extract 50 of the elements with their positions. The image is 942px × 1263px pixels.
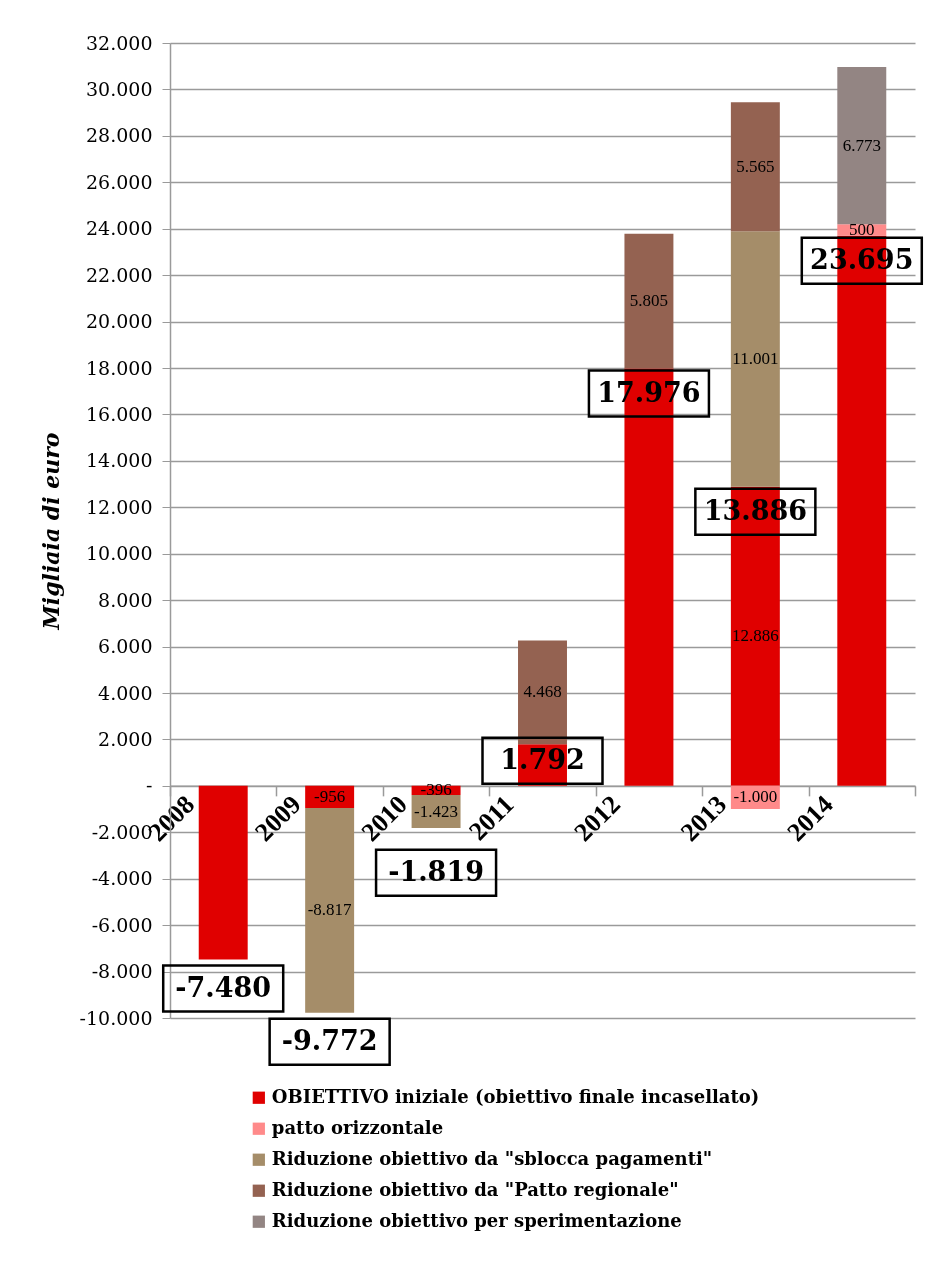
- bar: [198, 785, 248, 960]
- bar: [837, 66, 887, 225]
- data-label: 6.773: [842, 135, 881, 155]
- y-tick-label: 4.000: [98, 681, 153, 704]
- annotation: -1.819: [388, 855, 484, 887]
- y-tick-label: 12.000: [86, 495, 153, 518]
- annotation: -7.480: [175, 971, 272, 1003]
- y-tick-label: 10.000: [86, 542, 153, 565]
- data-label: 5.565: [736, 156, 775, 176]
- y-tick-label: 24.000: [86, 217, 153, 240]
- bar: [730, 231, 780, 487]
- data-label: -1.000: [733, 787, 778, 807]
- y-tick-label: -8.000: [91, 960, 153, 983]
- y-axis-title: Migliaia di euro: [37, 432, 64, 631]
- y-tick-label: 20.000: [86, 310, 153, 333]
- data-label: -956: [314, 786, 346, 806]
- data-label: -8.817: [307, 900, 353, 920]
- text: -9.772: [281, 1024, 378, 1056]
- y-tick-label: 14.000: [86, 449, 153, 472]
- y-tick-label: 30.000: [86, 77, 153, 100]
- legend-label: Riduzione obiettivo da "Patto regionale": [271, 1178, 679, 1200]
- bar: [730, 102, 780, 232]
- y-tick-label: 22.000: [86, 263, 153, 286]
- y-tick-label: 8.000: [98, 588, 153, 611]
- y-tick-label: -6.000: [91, 913, 153, 936]
- y-tick-label: 28.000: [86, 124, 153, 147]
- data-label: 500: [849, 219, 875, 239]
- legend-label: Riduzione obiettivo per sperimentazione: [271, 1209, 682, 1231]
- data-label: -396: [420, 780, 452, 800]
- x-tick-label: 2011: [463, 789, 520, 847]
- legend-label: Riduzione obiettivo da "sblocca pagamenti": [271, 1147, 713, 1169]
- legend-label: OBIETTIVO iniziale (obiettivo finale incasellato): [271, 1085, 760, 1107]
- data-label: 5.805: [629, 291, 669, 311]
- bar: [518, 640, 567, 745]
- data-label: 12.886: [731, 626, 779, 646]
- y-tick-label: -10.000: [79, 1006, 153, 1029]
- y-tick-label: 6.000: [98, 635, 153, 658]
- data-label: 11.001: [732, 349, 779, 369]
- bar: [624, 233, 674, 369]
- y-tick-label: 2.000: [98, 727, 153, 750]
- bar: [305, 808, 355, 1013]
- data-label: -1.423: [414, 801, 459, 821]
- y-tick-label: -4.000: [91, 867, 153, 890]
- y-tick-label: 26.000: [86, 170, 153, 193]
- y-tick-label: -: [146, 774, 153, 797]
- y-tick-label: 16.000: [86, 402, 153, 425]
- y-tick-label: 18.000: [86, 356, 153, 379]
- legend-label: patto orizzontale: [271, 1116, 444, 1138]
- y-tick-label: 32.000: [86, 31, 153, 54]
- data-label: 4.468: [523, 682, 562, 702]
